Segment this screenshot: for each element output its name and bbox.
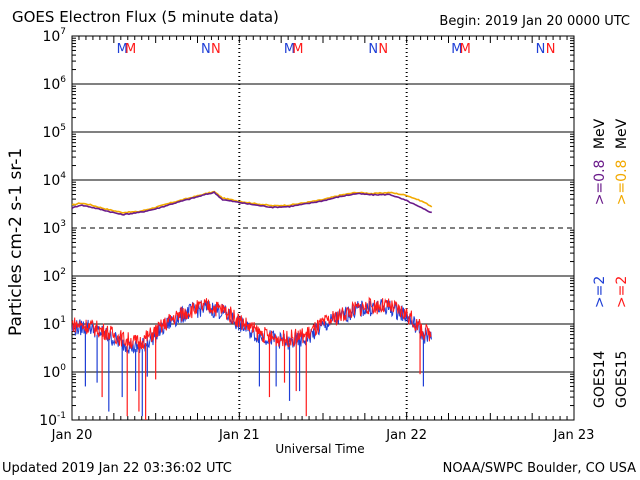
day-marker-N: N [546, 42, 556, 57]
series-line-2 [71, 299, 432, 354]
series-line-1 [71, 191, 432, 216]
legend-goes14: GOES14 [592, 350, 608, 408]
day-marker-M: M [460, 42, 471, 57]
x-tick-label: Jan 22 [385, 428, 427, 443]
begin-time: Begin: 2019 Jan 20 0000 UTC [439, 14, 630, 29]
plot-area: 10-1 100 101 102 103 104 105 106 107 Jan 20 Jan 21… [39, 27, 594, 443]
day-marker-M: M [125, 42, 136, 57]
y-tick-label-5: 105 [42, 123, 66, 141]
legend-goes15-row: GOES15 >=2 >=0.8 MeV [614, 119, 630, 408]
day-marker-M: M [284, 42, 295, 57]
chart-title: GOES Electron Flux (5 minute data) [12, 8, 279, 26]
legend-mev-2: MeV [614, 118, 630, 150]
x-tick-label: Jan 20 [51, 428, 93, 443]
y-axis-label: Particles cm-2 s-1 sr-1 [6, 148, 26, 336]
day-marker-N: N [368, 42, 378, 57]
y-tick-label-3: 103 [42, 219, 66, 237]
y-tick-label-4: 104 [42, 171, 66, 189]
day-marker-M: M [292, 42, 303, 57]
legend-goes15-ge2: >=2 [614, 275, 630, 309]
y-tick-label-0: 100 [42, 363, 66, 381]
x-tick-label: Jan 21 [218, 428, 260, 443]
day-marker-N: N [211, 42, 221, 57]
legend-goes15: GOES15 [614, 350, 630, 408]
day-marker-N: N [378, 42, 388, 57]
credit-text: NOAA/SWPC Boulder, CO USA [442, 461, 636, 476]
legend-goes15-ge08: >=0.8 [614, 159, 630, 206]
day-marker-M: M [451, 42, 462, 57]
day-marker-N: N [536, 42, 546, 57]
y-tick-label--1: 10-1 [39, 411, 66, 429]
legend-goes14-ge08: >=0.8 [592, 159, 608, 206]
x-tick-label: Jan 23 [553, 428, 595, 443]
legend-goes14-ge2: >=2 [592, 275, 608, 309]
y-tick-label-1: 101 [42, 315, 66, 333]
y-tick-label-7: 107 [42, 27, 66, 45]
y-axis-label-text: Particles cm-2 s-1 sr-1 [6, 147, 26, 336]
legend-mev-1: MeV [592, 118, 608, 150]
legend-goes14-row: GOES14 >=2 >=0.8 MeV [592, 119, 608, 408]
y-tick-label-6: 106 [42, 75, 66, 93]
day-marker-M: M [117, 42, 128, 57]
updated-timestamp: Updated 2019 Jan 22 03:36:02 UTC [2, 461, 232, 476]
day-marker-N: N [201, 42, 211, 57]
series-line-3 [71, 296, 432, 350]
x-axis-label: Universal Time [275, 442, 365, 456]
y-tick-label-2: 102 [42, 267, 66, 285]
